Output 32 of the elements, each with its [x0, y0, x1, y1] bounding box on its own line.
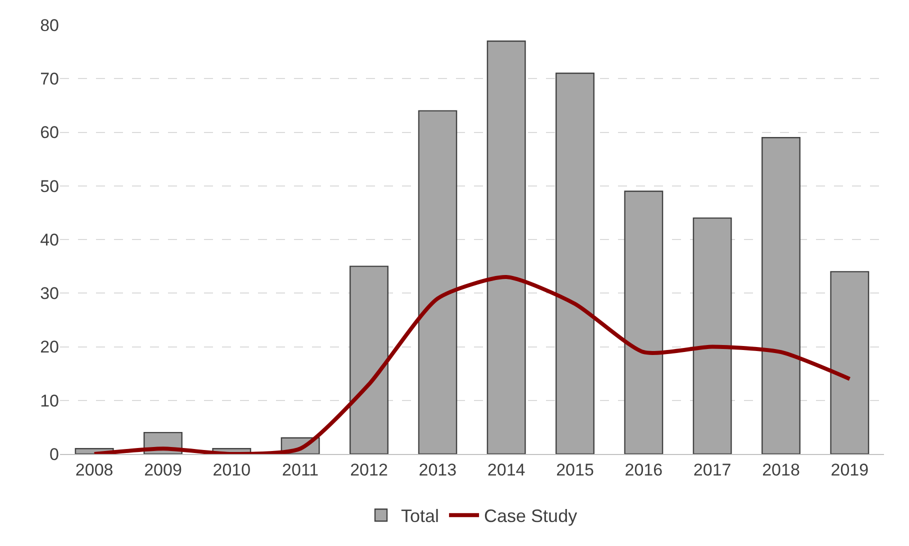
bar [350, 266, 388, 454]
y-tick-label: 80 [40, 16, 59, 35]
x-tick-label: 2015 [556, 460, 594, 480]
x-tick-label: 2013 [418, 460, 457, 480]
x-tick-label: 2012 [350, 460, 388, 480]
y-tick-label: 10 [40, 391, 59, 410]
x-tick-label: 2017 [693, 460, 732, 480]
x-tick-label: 2019 [830, 460, 869, 480]
x-tick-label: 2008 [75, 460, 114, 480]
x-tick-label: 2011 [282, 460, 319, 480]
line-series [92, 275, 852, 454]
y-tick-label: 70 [40, 70, 59, 89]
y-tick-label: 0 [50, 444, 59, 464]
y-tick-label: 30 [40, 284, 59, 304]
bar [418, 110, 458, 454]
x-tick-label: 2009 [144, 460, 182, 480]
y-tick-label: 40 [40, 230, 59, 250]
bar [692, 217, 732, 454]
y-tick-label: 60 [40, 123, 59, 142]
x-tick-label: 2010 [212, 460, 251, 480]
x-tick-label: 2018 [762, 460, 800, 480]
bar [556, 72, 594, 454]
bar [624, 190, 664, 454]
y-tick-label: 50 [40, 176, 59, 196]
legend-label: Total [401, 506, 440, 526]
y-tick-label: 20 [40, 338, 59, 357]
x-tick-label: 2016 [624, 460, 663, 480]
bar [486, 40, 526, 454]
x-tick-label: 2014 [487, 460, 526, 480]
bar [762, 137, 800, 454]
legend-label: Case Study [484, 506, 578, 526]
bar [830, 271, 870, 454]
